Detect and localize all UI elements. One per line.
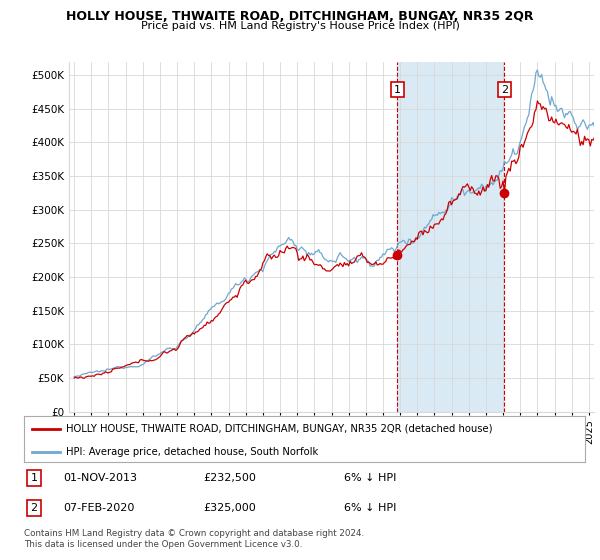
Text: HOLLY HOUSE, THWAITE ROAD, DITCHINGHAM, BUNGAY, NR35 2QR (detached house): HOLLY HOUSE, THWAITE ROAD, DITCHINGHAM, … [66, 424, 493, 434]
Text: 6% ↓ HPI: 6% ↓ HPI [344, 503, 396, 513]
Text: 1: 1 [394, 85, 401, 95]
Text: HOLLY HOUSE, THWAITE ROAD, DITCHINGHAM, BUNGAY, NR35 2QR: HOLLY HOUSE, THWAITE ROAD, DITCHINGHAM, … [66, 10, 534, 23]
Bar [397, 62, 505, 412]
Text: 6% ↓ HPI: 6% ↓ HPI [344, 473, 396, 483]
Text: Price paid vs. HM Land Registry's House Price Index (HPI): Price paid vs. HM Land Registry's House … [140, 21, 460, 31]
Text: HPI: Average price, detached house, South Norfolk: HPI: Average price, detached house, Sout… [66, 447, 319, 457]
Text: 2: 2 [31, 503, 38, 513]
Text: 2: 2 [501, 85, 508, 95]
Text: £232,500: £232,500 [203, 473, 256, 483]
Text: 01-NOV-2013: 01-NOV-2013 [63, 473, 137, 483]
Text: £325,000: £325,000 [203, 503, 256, 513]
Text: 1: 1 [31, 473, 38, 483]
Text: Contains HM Land Registry data © Crown copyright and database right 2024.
This d: Contains HM Land Registry data © Crown c… [24, 529, 364, 549]
Text: 07-FEB-2020: 07-FEB-2020 [63, 503, 134, 513]
